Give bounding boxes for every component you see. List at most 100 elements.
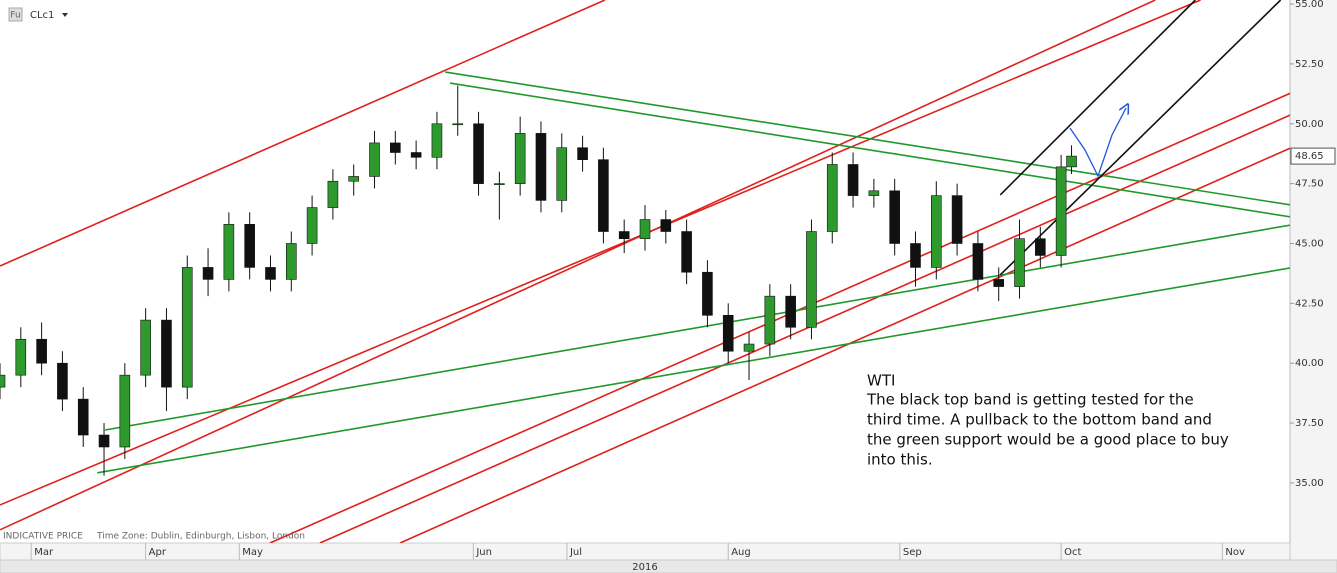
trend-line bbox=[269, 92, 1290, 543]
candle-body bbox=[1035, 238, 1046, 256]
annotation-line: the green support would be a good place … bbox=[867, 431, 1229, 449]
candle-body bbox=[348, 176, 360, 182]
trend-line bbox=[104, 224, 1290, 431]
x-tick-label: Mar bbox=[34, 547, 54, 558]
icon-label: Fu bbox=[10, 11, 20, 21]
y-tick-label: 47.50 bbox=[1295, 179, 1324, 190]
candle-body bbox=[785, 295, 796, 328]
last-price-box bbox=[1290, 147, 1336, 165]
trend-line bbox=[0, 0, 1201, 506]
candle-body bbox=[140, 319, 151, 376]
y-tick-label: 35.00 bbox=[1295, 478, 1324, 489]
annotation-title: WTI bbox=[867, 372, 895, 390]
price-type: INDICATIVE PRICE bbox=[3, 532, 83, 542]
candle-body bbox=[244, 224, 255, 268]
x-tick-label: Oct bbox=[1064, 547, 1081, 558]
trend-line bbox=[399, 147, 1290, 543]
plot-area bbox=[0, 0, 1290, 543]
candle-body bbox=[598, 159, 609, 232]
candle-body bbox=[826, 164, 838, 232]
candle-body bbox=[951, 195, 963, 244]
candle-body bbox=[681, 231, 692, 273]
candle-body bbox=[556, 147, 568, 201]
candle-body bbox=[847, 164, 859, 196]
candle-body bbox=[223, 224, 235, 280]
x-tick-label: Nov bbox=[1225, 547, 1245, 558]
y-tick-label: 37.50 bbox=[1295, 418, 1324, 429]
x-tick-label: Jun bbox=[475, 547, 492, 558]
symbol[interactable]: CLc1 bbox=[30, 10, 54, 21]
x-tick-label: Aug bbox=[731, 547, 751, 558]
candle-body bbox=[369, 142, 380, 177]
y-tick-label: 40.00 bbox=[1295, 358, 1324, 369]
candle-body bbox=[764, 295, 776, 345]
candle-body bbox=[639, 219, 651, 239]
timezone: Time Zone: Dublin, Edinburgh, Lisbon, Lo… bbox=[96, 532, 305, 542]
candle-body bbox=[410, 152, 422, 158]
symbol-dropdown[interactable] bbox=[62, 13, 68, 17]
x-tick-label: Jul bbox=[569, 547, 582, 558]
x-tick-label: Sep bbox=[903, 547, 922, 558]
candle-body bbox=[868, 190, 880, 196]
candle-body bbox=[431, 123, 443, 158]
trend-line bbox=[999, 0, 1196, 196]
candle-body bbox=[77, 398, 89, 436]
candle-body bbox=[1055, 166, 1067, 256]
x-tick-label: Apr bbox=[149, 547, 167, 558]
annotation-line: third time. A pullback to the bottom ban… bbox=[867, 411, 1212, 429]
candle-body bbox=[0, 374, 6, 388]
candle-body bbox=[390, 142, 401, 153]
y-tick-label: 42.50 bbox=[1295, 298, 1324, 309]
candle-body bbox=[161, 319, 172, 388]
trend-line bbox=[999, 0, 1282, 276]
candle-body bbox=[910, 243, 921, 268]
candle-body bbox=[743, 343, 755, 352]
candle-body bbox=[577, 147, 588, 160]
y-tick-label: 45.00 bbox=[1295, 238, 1324, 249]
trend-line bbox=[319, 114, 1290, 543]
icon bbox=[8, 7, 23, 22]
candle-body bbox=[972, 243, 984, 280]
candle-body bbox=[285, 243, 297, 280]
candle-body bbox=[265, 267, 276, 280]
candle-body bbox=[889, 190, 900, 244]
x-tick-label: May bbox=[242, 547, 263, 558]
last-price-label: 48.65 bbox=[1295, 151, 1324, 162]
trend-line bbox=[97, 267, 1290, 474]
candle-body bbox=[514, 133, 526, 184]
candle-body bbox=[327, 180, 339, 208]
year-band bbox=[0, 559, 1337, 573]
y-tick-label: 55.00 bbox=[1295, 0, 1324, 10]
trend-line bbox=[445, 71, 1290, 206]
trend-line bbox=[0, 0, 1156, 531]
trend-line bbox=[0, 0, 606, 267]
x-axis-label: 2016 bbox=[632, 562, 657, 573]
y-tick-label: 50.00 bbox=[1295, 119, 1324, 130]
candle-body bbox=[618, 231, 630, 239]
candle-body bbox=[202, 267, 214, 280]
x-axis-band bbox=[0, 542, 1291, 561]
candle-body bbox=[702, 271, 713, 316]
plot bbox=[0, 0, 1290, 543]
y-axis-band bbox=[1290, 0, 1337, 573]
candle-body bbox=[930, 195, 942, 268]
candle-body bbox=[494, 183, 505, 185]
candle-body bbox=[119, 374, 131, 448]
annotation-line: The black top band is getting tested for… bbox=[866, 391, 1194, 409]
candle-body bbox=[15, 338, 27, 376]
candle-body bbox=[806, 231, 817, 328]
y-tick-label: 52.50 bbox=[1295, 59, 1324, 70]
candle-body bbox=[36, 338, 47, 364]
candle-body bbox=[535, 133, 547, 201]
candle-body bbox=[1014, 238, 1025, 287]
candle-body bbox=[993, 279, 1005, 287]
candle-body bbox=[181, 267, 193, 388]
projection-arrow bbox=[1069, 108, 1126, 178]
candle-body bbox=[452, 123, 464, 126]
candle-body bbox=[98, 434, 110, 448]
trend-line bbox=[449, 82, 1290, 218]
candle-body bbox=[473, 123, 484, 184]
annotation-line: into this. bbox=[867, 451, 933, 469]
candle-body bbox=[722, 315, 734, 352]
